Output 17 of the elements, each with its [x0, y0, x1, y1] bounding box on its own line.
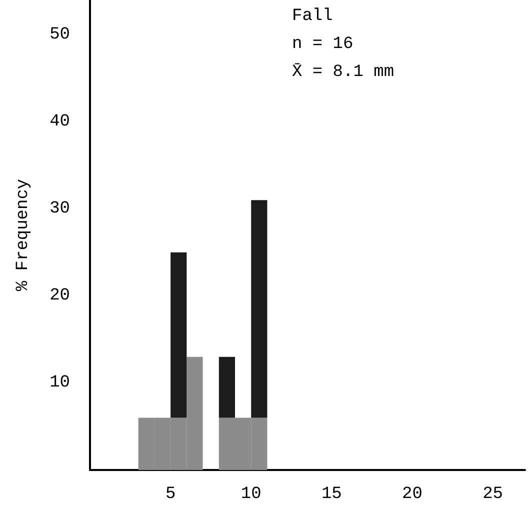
annotation: Fall [292, 7, 333, 26]
annotation: n = 16 [292, 35, 354, 54]
y-tick-label: 10 [50, 373, 70, 392]
y-tick-label: 20 [50, 286, 70, 306]
x-tick-label: 10 [240, 485, 262, 504]
x-tick-label: 5 [165, 485, 176, 504]
bar [251, 200, 268, 418]
y-tick-label: 50 [50, 25, 70, 44]
annotation: X̄ = 8.1 mm [292, 62, 394, 82]
y-tick-label: 40 [50, 112, 70, 132]
x-tick-label: 15 [321, 485, 342, 504]
bar [218, 356, 235, 418]
y-axis-title: % Frequency [14, 178, 33, 292]
bar [170, 252, 187, 418]
x-tick-label: 25 [482, 485, 503, 504]
x-tick-label: 20 [402, 485, 422, 504]
y-tick-label: 30 [50, 199, 70, 218]
